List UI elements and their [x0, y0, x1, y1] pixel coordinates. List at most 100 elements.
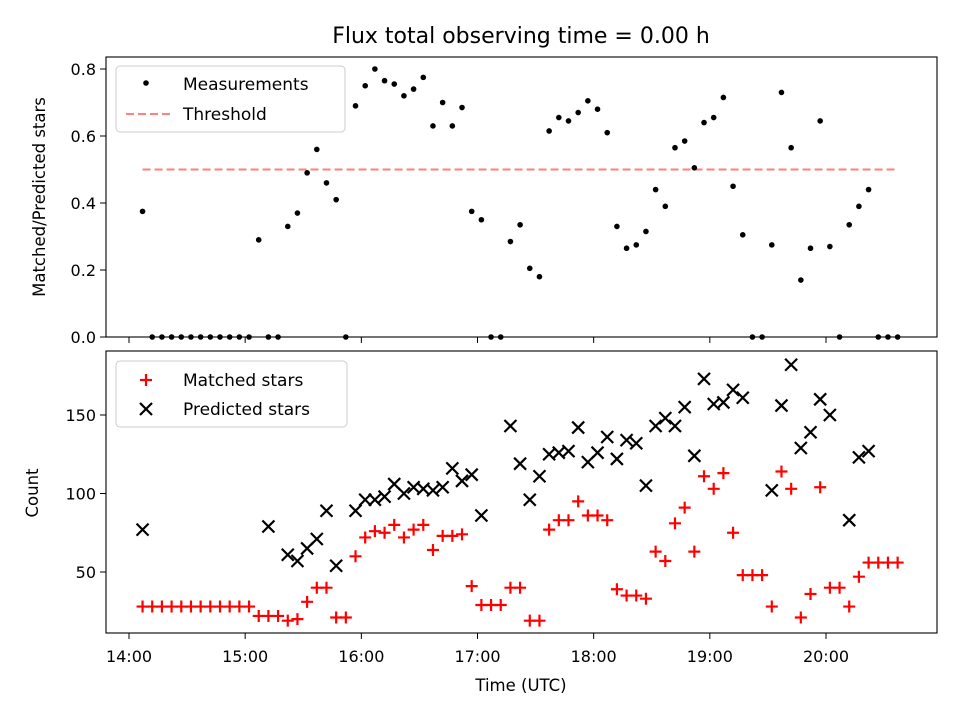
top-y-tick-label: 0.0: [71, 328, 96, 347]
measurement-point: [604, 129, 611, 136]
predicted-point: [735, 390, 750, 405]
predicted-point: [522, 493, 537, 507]
measurement-point: [284, 223, 291, 230]
bottom-x-tick-label: 16:00: [338, 647, 384, 666]
measurement-point: [352, 103, 359, 109]
measurement-point: [875, 334, 882, 340]
measurement-point: [778, 89, 785, 96]
measurement-point: [439, 99, 446, 106]
measurement-point: [827, 243, 833, 250]
matched-point: [852, 570, 865, 583]
measurement-point: [420, 74, 427, 81]
matched-point: [639, 592, 652, 605]
matched-point: [601, 514, 614, 527]
measurement-point: [691, 165, 698, 171]
predicted-point: [290, 554, 305, 568]
top-legend: Measurements Threshold: [115, 65, 346, 133]
matched-point: [388, 518, 401, 531]
predicted-point: [852, 450, 866, 465]
matched-point: [368, 525, 381, 538]
bottom-y-tick-label: 50: [76, 563, 96, 582]
matched-point: [785, 482, 798, 495]
top-legend-box: [115, 65, 346, 133]
matched-point: [407, 523, 420, 536]
predicted-point: [532, 469, 547, 484]
measurement-point: [246, 334, 252, 340]
predicted-point: [726, 383, 740, 397]
measurement-point: [478, 216, 485, 223]
matched-point: [814, 481, 827, 494]
measurement-point: [556, 114, 562, 121]
top-y-tick-label: 0.2: [71, 261, 96, 280]
bottom-x-tick-label: 18:00: [571, 647, 617, 666]
predicted-point: [668, 419, 682, 433]
measurement-point: [468, 208, 475, 215]
matched-point: [804, 587, 817, 600]
measurement-point: [798, 277, 804, 283]
matched-legend-marker: [140, 374, 152, 386]
bottom-y-tick-label: 150: [65, 406, 96, 425]
predicted-point: [648, 419, 663, 433]
measurement-point: [207, 334, 214, 340]
measurement-point: [255, 237, 262, 243]
measurement-point: [585, 98, 591, 104]
predicted-point: [368, 493, 382, 507]
threshold-legend-label: Threshold: [182, 105, 267, 125]
bottom-x-tick-label: 20:00: [803, 647, 849, 666]
predicted-point: [280, 547, 295, 562]
measurement-point: [526, 265, 533, 272]
bottom-y-tick-label: 100: [65, 485, 96, 504]
matched-point: [562, 514, 575, 527]
measurement-point: [730, 183, 736, 190]
predicted-point: [784, 357, 798, 372]
matched-point: [397, 531, 410, 544]
top-panel: 0.00.20.40.60.8 Matched/Predicted stars …: [30, 56, 938, 347]
matched-point: [446, 529, 459, 542]
measurement-point: [788, 144, 794, 151]
measurement-point: [188, 334, 194, 340]
matched-point: [668, 517, 681, 530]
predicted-point: [561, 444, 576, 458]
predicted-point: [348, 503, 363, 518]
matched-point: [833, 581, 846, 594]
matched-point: [320, 581, 333, 594]
predicted-point: [377, 489, 392, 504]
measurement-point: [226, 334, 233, 340]
matched-point: [349, 550, 362, 563]
matched-point: [717, 467, 730, 480]
predicted-point: [861, 444, 876, 458]
predicted-point: [135, 522, 150, 537]
matched-point: [533, 614, 546, 627]
measurement-point: [652, 186, 659, 193]
measurement-point: [546, 128, 552, 134]
measurement-point: [768, 242, 775, 248]
predicted-point: [823, 408, 837, 422]
measurement-point: [236, 334, 243, 340]
measurement-point: [672, 144, 678, 151]
top-y-tick-label: 0.6: [71, 127, 96, 146]
predicted-point: [813, 392, 827, 407]
matched-point: [243, 600, 256, 613]
predicted-point: [310, 532, 324, 546]
measurement-point: [410, 86, 417, 92]
measurement-point: [294, 210, 301, 216]
measurement-point: [265, 334, 272, 340]
matched-point: [707, 482, 720, 495]
predicted-legend-label: Predicted stars: [183, 400, 310, 420]
predicted-point: [474, 508, 489, 523]
matched-point: [359, 531, 372, 544]
predicted-point: [687, 449, 702, 463]
measurement-point: [333, 196, 339, 203]
top-y-ticks: 0.0 0.2 0.4 0.6 0.8: [71, 60, 106, 347]
measurements-legend-label: Measurements: [183, 75, 309, 95]
top-y-axis-label: Matched/Predicted stars: [30, 97, 49, 297]
matched-point: [698, 470, 711, 483]
matched-point: [843, 600, 856, 613]
predicted-stars-series: [135, 357, 876, 573]
measurement-point: [710, 114, 717, 121]
matched-point: [756, 569, 769, 582]
measurement-point: [623, 245, 630, 252]
measurement-point: [488, 334, 494, 340]
measurement-point: [894, 334, 901, 340]
